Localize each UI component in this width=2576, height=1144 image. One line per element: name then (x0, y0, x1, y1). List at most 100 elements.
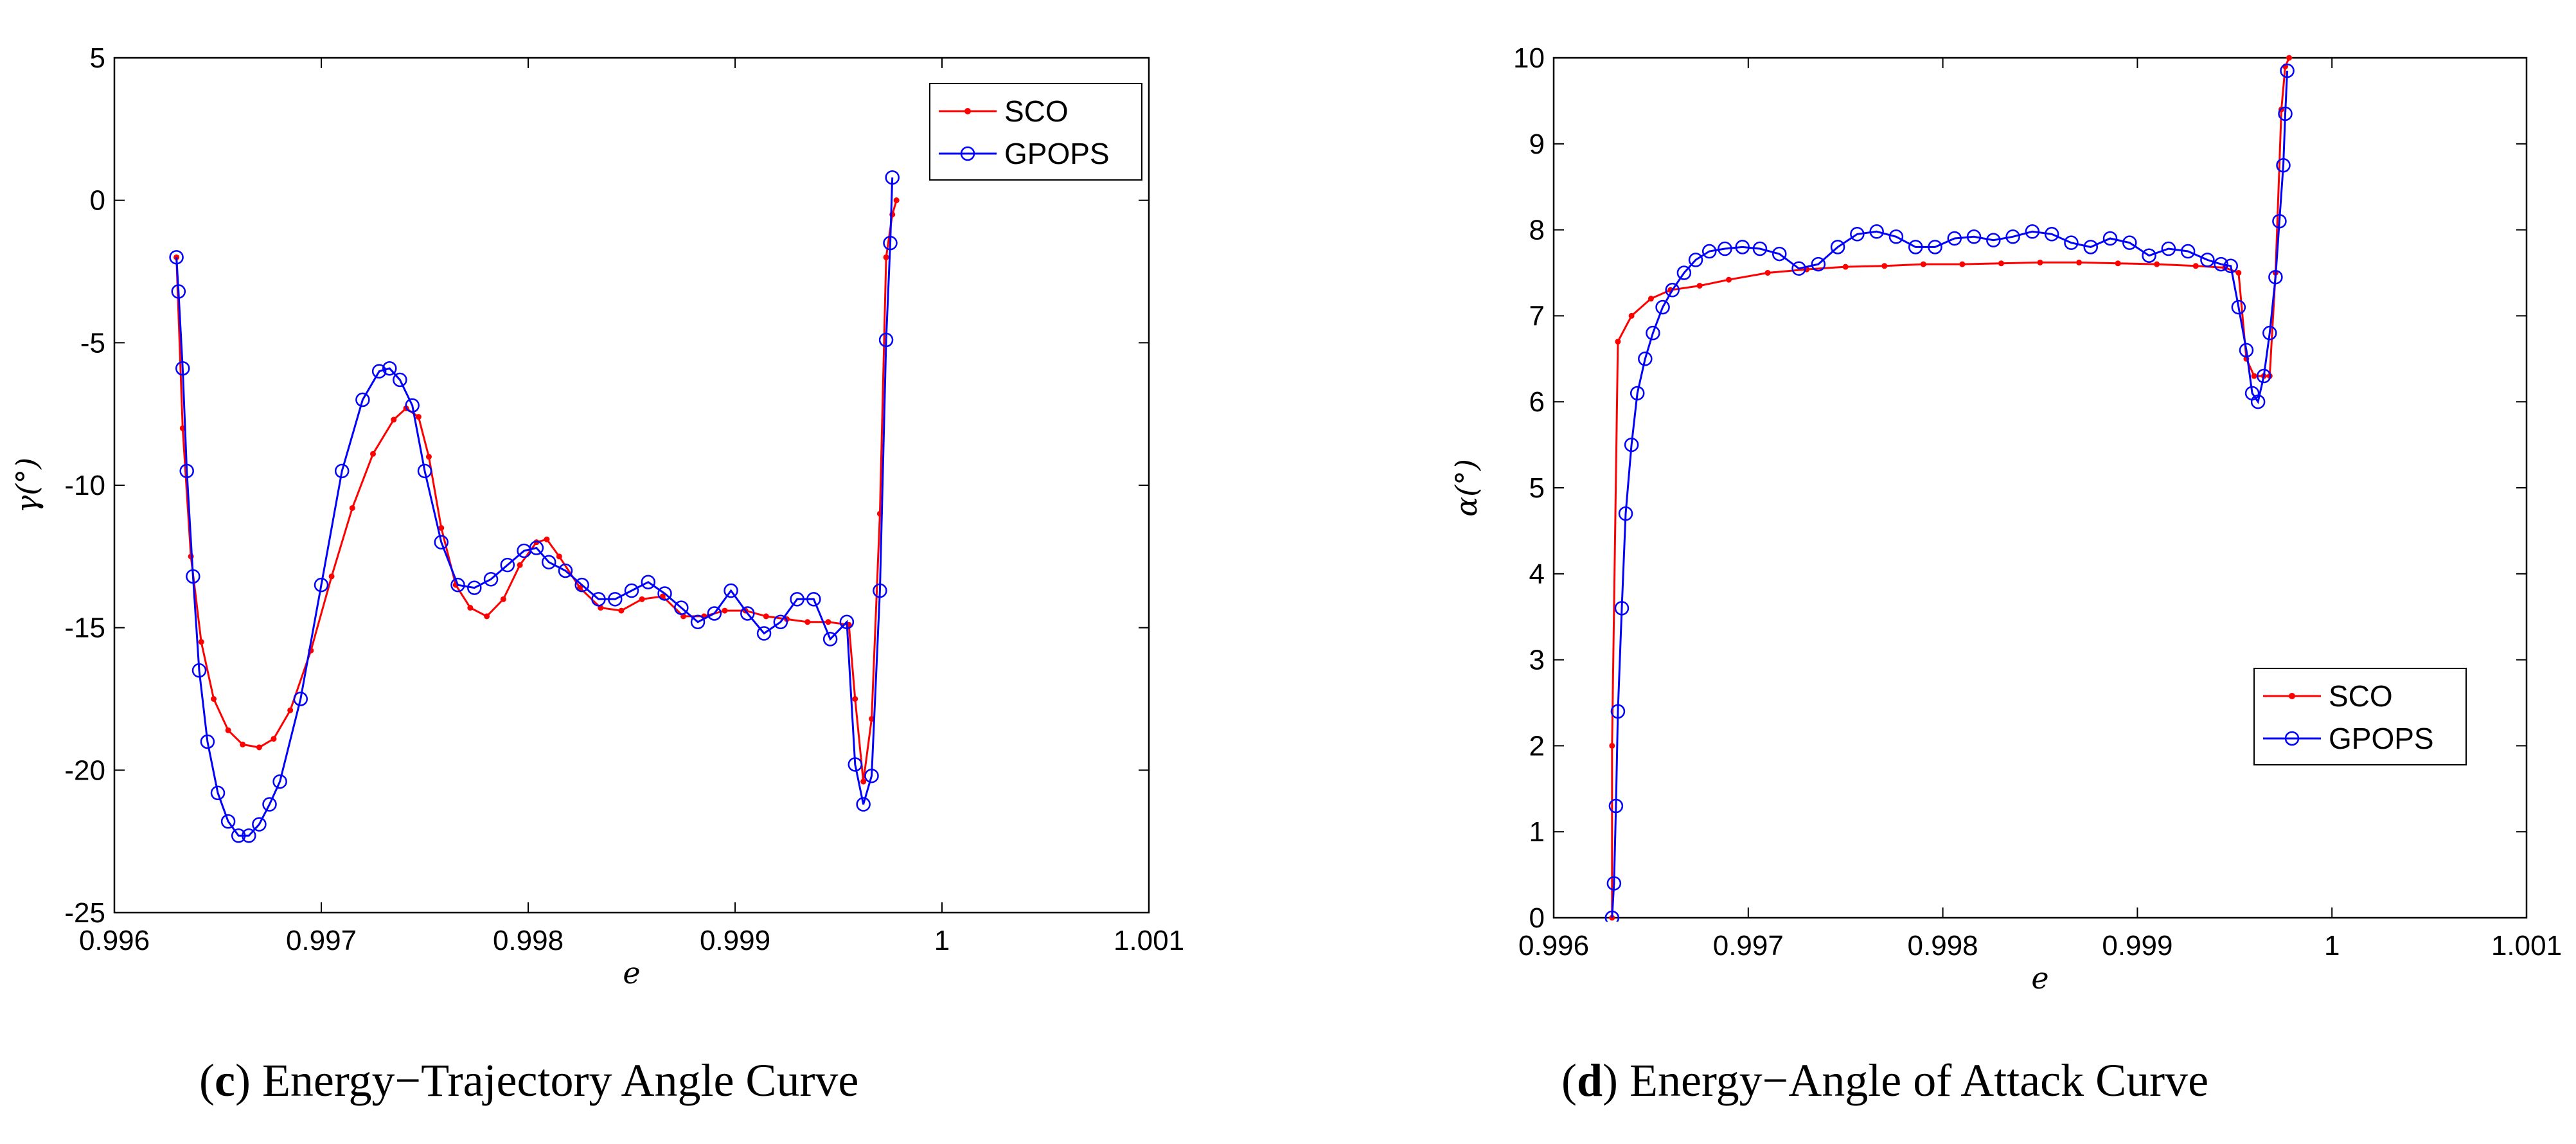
data-point (860, 778, 867, 785)
data-point (355, 392, 370, 407)
data-point (382, 361, 397, 376)
data-point (1811, 256, 1826, 272)
data-point (252, 817, 267, 832)
legend-box (929, 83, 1142, 181)
data-point (438, 525, 445, 531)
data-point (639, 596, 645, 602)
data-point (869, 716, 875, 722)
data-point (2180, 244, 2196, 259)
y-tick-label: -10 (64, 470, 105, 501)
data-point (434, 535, 449, 550)
legend: SCO GPOPS (929, 83, 1142, 181)
data-point (483, 572, 499, 587)
data-point (1752, 241, 1768, 256)
data-point (175, 361, 190, 376)
data-point (856, 797, 871, 812)
data-point (2025, 224, 2040, 239)
x-tick-label: 0.999 (700, 925, 770, 956)
data-point (417, 463, 432, 479)
data-point (2122, 235, 2137, 250)
data-point (467, 605, 474, 611)
data-point (349, 505, 355, 511)
data-point (220, 814, 236, 829)
data-point (179, 463, 194, 479)
x-tick-label: 0.998 (1908, 930, 1978, 961)
data-point (1718, 241, 1732, 256)
data-point (2272, 213, 2287, 229)
data-point (191, 663, 207, 678)
data-point (1646, 325, 1660, 341)
data-point (1608, 798, 1624, 814)
legend-box (2253, 668, 2467, 765)
data-point (740, 606, 755, 621)
data-point (674, 600, 689, 615)
data-point (690, 614, 706, 630)
data-point (2235, 270, 2242, 276)
data-point (2154, 261, 2160, 267)
data-point (225, 727, 231, 733)
data-point (657, 586, 672, 601)
y-tick-label: 0 (90, 185, 105, 217)
data-point (2262, 325, 2277, 341)
data-point (2102, 231, 2118, 246)
legend-label: GPOPS (2329, 722, 2434, 755)
data-point (314, 577, 329, 593)
data-point (1665, 283, 1680, 298)
y-tick-label: 9 (1529, 129, 1545, 160)
data-point (1830, 240, 1845, 255)
data-point (2276, 158, 2291, 173)
x-axis: 0.996 0.997 0.998 0.999 1 1.001 (1518, 58, 2562, 961)
legend-swatch-marker (2284, 731, 2300, 746)
data-point (198, 639, 204, 645)
data-point (722, 607, 728, 614)
data-point (484, 613, 490, 620)
data-point (500, 557, 515, 573)
caption-c: (c) Energy−Trajectory Angle Curve (199, 1055, 859, 1106)
data-point (724, 583, 738, 598)
data-point (883, 235, 898, 251)
data-point (1920, 261, 1926, 267)
y-axis-label: α(°) (1449, 459, 1484, 517)
data-point (529, 541, 544, 555)
data-point (893, 197, 900, 204)
data-point (256, 744, 262, 751)
y-tick-label: 3 (1529, 645, 1545, 676)
data-point (541, 555, 556, 569)
data-point (2005, 229, 2020, 244)
data-point (1726, 276, 1732, 283)
y-tick-label: -5 (80, 327, 105, 359)
data-point (1735, 240, 1750, 255)
data-point (1966, 229, 1982, 244)
data-point (1908, 240, 1923, 255)
data-point (878, 332, 894, 348)
data-point (607, 592, 623, 607)
data-point (262, 797, 277, 812)
caption-letter: d (1576, 1055, 1603, 1106)
data-point (1947, 231, 1962, 246)
data-point (334, 463, 350, 479)
y-tick-label: 10 (1513, 42, 1545, 74)
x-tick-label: 0.997 (1713, 930, 1784, 961)
caption-text: Energy−Angle of Attack Curve (1630, 1055, 2209, 1106)
data-point (2239, 343, 2254, 358)
data-point (405, 398, 420, 413)
data-point (1606, 876, 1622, 891)
plot-frame (113, 57, 1150, 914)
data-point (1638, 352, 1653, 366)
y-axis-label: γ(°) (10, 458, 44, 513)
y-tick-label: -20 (64, 755, 105, 786)
data-point (2115, 260, 2121, 267)
x-tick-label: 0.999 (2102, 930, 2172, 961)
data-point (558, 563, 573, 578)
data-point (1618, 506, 1633, 521)
data-point (211, 696, 217, 702)
data-point (2256, 368, 2271, 384)
series-gpops (169, 170, 900, 843)
legend-label: SCO (1004, 94, 1069, 128)
data-point (852, 696, 858, 702)
data-point (873, 583, 887, 598)
x-tick-label: 0.997 (286, 925, 357, 956)
data-point (1615, 339, 1621, 345)
y-tick-label: 1 (1529, 816, 1545, 848)
data-point (641, 575, 656, 589)
